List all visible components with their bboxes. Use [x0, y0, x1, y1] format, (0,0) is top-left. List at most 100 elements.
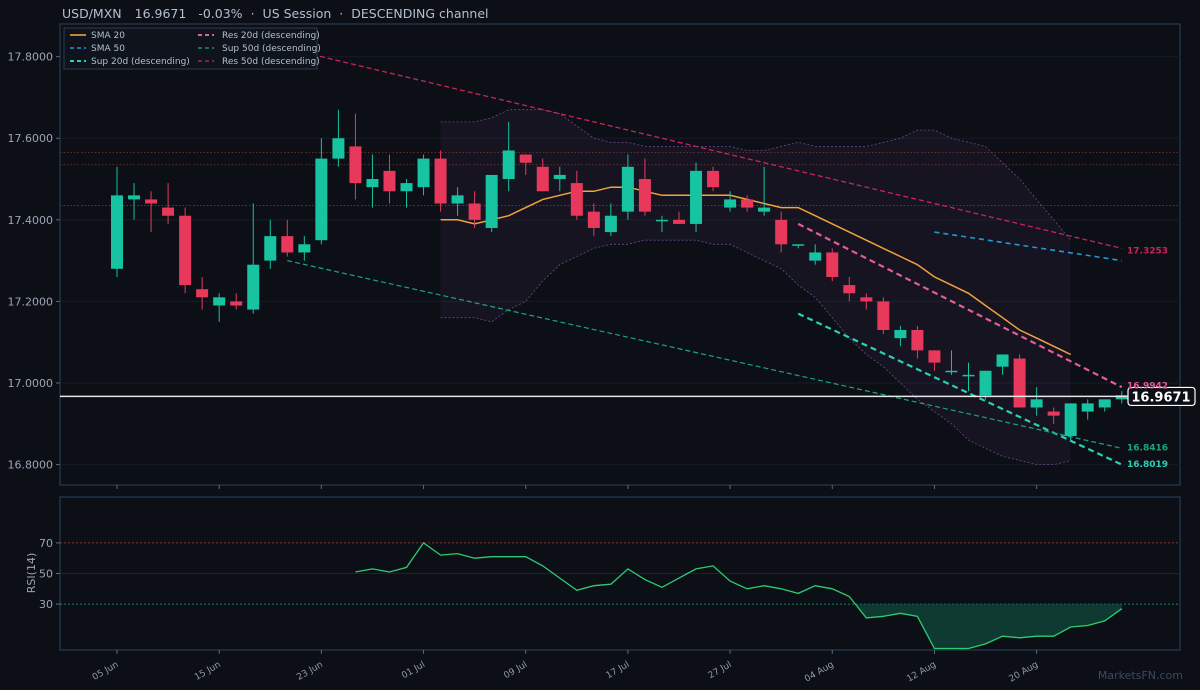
series-line-sup-50d-descending [287, 260, 1122, 449]
candle [741, 195, 754, 212]
candle [979, 370, 992, 400]
chart-header: USD/MXN 16.9671 -0.03% · US Session · DESCENDI… [62, 6, 489, 21]
candle [1081, 399, 1094, 420]
legend-label-res20: Res 20d (descending) [222, 31, 320, 41]
candle-body [877, 301, 890, 330]
candle [111, 166, 123, 277]
candle-body [707, 170, 720, 188]
candle [536, 158, 549, 192]
candle [928, 350, 941, 371]
price-value: 16.9671 [135, 6, 187, 21]
candle-body [434, 158, 447, 204]
legend-label-sma20: SMA 20 [91, 31, 125, 41]
candle-body [996, 354, 1009, 367]
y-tick-label: 17.8000 [8, 51, 54, 64]
candle [417, 154, 430, 196]
candle [775, 211, 788, 253]
y-tick-label: 17.0000 [8, 377, 54, 390]
candle-body [672, 219, 685, 224]
candle-body [1047, 411, 1060, 416]
candle [1098, 399, 1111, 412]
candle-body [162, 207, 175, 216]
candle [468, 191, 481, 228]
series-line-res-50d-descending [304, 51, 1122, 250]
candle-body [502, 150, 515, 180]
end-label: 16.8019 [1127, 460, 1168, 470]
candle-body [690, 170, 703, 224]
candle [604, 203, 617, 237]
candle-body [655, 219, 668, 222]
candle [672, 211, 685, 224]
change-value: -0.03% [198, 6, 242, 21]
series-line-sma-20 [440, 186, 1072, 356]
candle-body [979, 370, 992, 396]
price-panel-frame [59, 23, 1181, 486]
candle [213, 293, 226, 322]
candle-body [196, 289, 209, 298]
candle-body [1064, 403, 1077, 437]
y-tick-label: 16.8000 [8, 459, 54, 472]
candle-body [1030, 399, 1043, 408]
candle-body [638, 179, 651, 212]
candle [366, 154, 379, 208]
end-label: 17.3253 [1127, 246, 1168, 256]
end-label: 16.9942 [1127, 381, 1168, 391]
last-price-tag-text: 16.9671 [1131, 390, 1190, 405]
candle-body [485, 174, 498, 228]
candle-body [843, 285, 856, 294]
legend-label-sup20: Sup 20d (descending) [91, 57, 190, 67]
candle-body [775, 219, 788, 245]
candle [655, 215, 668, 233]
candle-body [468, 203, 481, 220]
candle [298, 236, 311, 261]
candle [230, 293, 243, 310]
candle [247, 203, 260, 314]
candle-body [519, 154, 532, 163]
candle [315, 138, 328, 245]
candle-body [111, 195, 123, 269]
candle-body [383, 170, 396, 192]
candle-body [179, 215, 192, 286]
candle [724, 191, 737, 212]
series-line-sma-50 [934, 231, 1122, 262]
candle-body [621, 166, 634, 212]
series-line-res-20d-descending [797, 222, 1123, 389]
candle [485, 174, 498, 233]
candle-body [315, 158, 328, 241]
candle [553, 166, 566, 192]
candle [690, 162, 703, 233]
candle-body [570, 183, 583, 216]
candle [162, 183, 175, 224]
candle [145, 191, 158, 233]
candle [1064, 403, 1077, 441]
last-price-tag-box [1127, 386, 1196, 407]
candle-body [1115, 395, 1128, 400]
candle [587, 203, 600, 237]
candle-body [928, 350, 941, 363]
candle-body [860, 297, 873, 302]
legend-label-sma50: SMA 50 [91, 44, 125, 54]
candle-body [604, 215, 617, 233]
candle [1013, 354, 1026, 408]
pattern-label: DESCENDING channel [351, 6, 488, 21]
candle-body [281, 236, 294, 253]
candle-body [587, 211, 600, 228]
legend-label-res50: Res 50d (descending) [222, 57, 320, 67]
candle-body [1098, 399, 1111, 408]
candle-body [741, 199, 754, 208]
candle-body [945, 370, 958, 373]
rsi-oversold-fill [855, 604, 1122, 649]
candle-body [536, 166, 549, 192]
candle [792, 244, 805, 249]
candle-body [894, 329, 907, 339]
legend-label-sup50: Sup 50d (descending) [222, 44, 321, 54]
candle-body [451, 195, 464, 204]
candle [383, 154, 396, 204]
candle-body [128, 195, 141, 200]
rsi-panel: 30 50 70 RSI(14) [25, 496, 1181, 651]
y-tick-label: 17.6000 [8, 132, 54, 145]
candle-body [809, 252, 822, 261]
candle [281, 219, 294, 257]
candle [707, 166, 720, 192]
